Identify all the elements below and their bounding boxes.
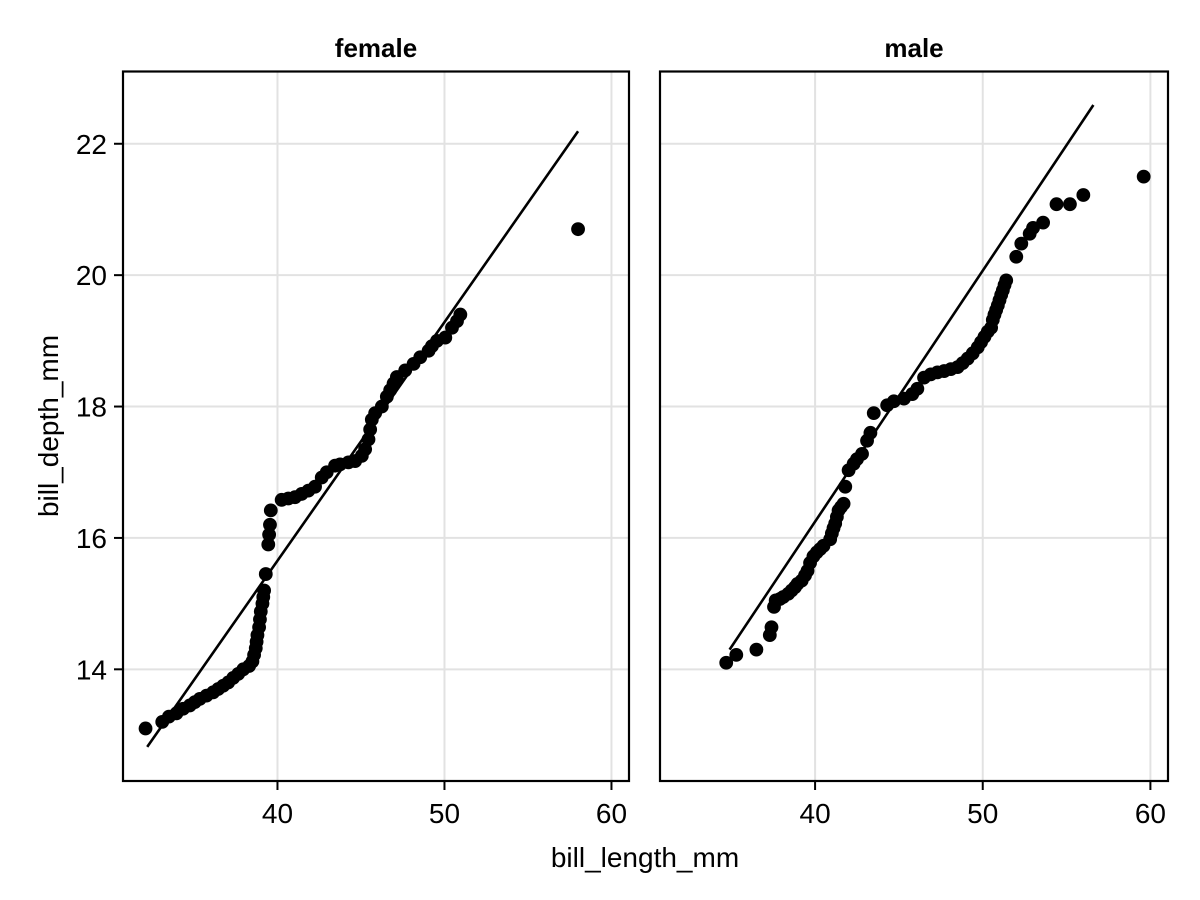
data-point: [263, 503, 278, 518]
data-point: [1049, 197, 1064, 212]
data-point: [1063, 197, 1077, 212]
data-point: [258, 567, 273, 581]
panel-female: 40 50 60 14 16 18 20 22: [76, 70, 631, 829]
data-point: [1014, 236, 1029, 251]
data-point: [749, 642, 764, 657]
x-tick-label-50: 50: [429, 798, 460, 829]
data-point: [138, 721, 153, 736]
panel-border: [658, 70, 1170, 783]
data-point: [764, 620, 779, 635]
data-point: [855, 446, 869, 461]
panel-male: 40 50 60: [658, 70, 1170, 829]
data-point: [261, 537, 276, 552]
y-tick-label-16: 16: [76, 523, 107, 554]
y-tick-label-14: 14: [76, 654, 107, 685]
data-point: [1076, 188, 1091, 202]
data-point: [262, 527, 277, 542]
panel-border: [121, 70, 631, 783]
data-point: [438, 330, 453, 345]
data-point: [1009, 249, 1024, 264]
data-point: [999, 273, 1014, 288]
x-tick-label-60: 60: [596, 798, 627, 829]
data-point: [866, 406, 881, 421]
data-point: [863, 425, 878, 440]
data-point: [910, 381, 925, 396]
data-point: [836, 496, 851, 511]
x-tick-label-60: 60: [1135, 798, 1166, 829]
data-point: [719, 655, 734, 670]
qq-reference-line: [728, 104, 1095, 651]
data-point: [453, 307, 468, 322]
x-tick-label-40: 40: [262, 798, 293, 829]
y-axis-title: bill_depth_mm: [33, 335, 64, 517]
panels-group: 40 50 60 14 16 18 20 22 40 50 60: [76, 70, 1170, 829]
data-point: [729, 647, 744, 662]
x-axis-title: bill_length_mm: [551, 842, 739, 873]
x-tick-label-50: 50: [967, 798, 998, 829]
data-point: [263, 517, 277, 532]
data-point: [1036, 215, 1050, 230]
panel-background: [660, 71, 1168, 781]
x-tick-label-40: 40: [800, 798, 831, 829]
facet-title-female: female: [335, 33, 417, 63]
data-point: [1136, 169, 1151, 184]
data-point: [571, 222, 585, 237]
data-point: [257, 583, 272, 598]
y-tick-label-22: 22: [76, 129, 107, 160]
data-point: [838, 479, 853, 494]
y-tick-label-20: 20: [76, 260, 107, 291]
facet-title-male: male: [884, 33, 943, 63]
y-tick-label-18: 18: [76, 392, 107, 423]
